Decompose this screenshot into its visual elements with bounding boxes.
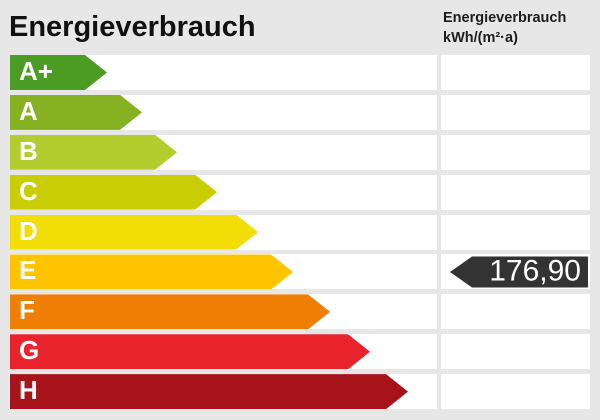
rating-arrow-E: E: [10, 254, 293, 289]
rating-letter: H: [19, 375, 38, 406]
rating-letter: A: [19, 95, 38, 126]
value-column: 176,90: [441, 55, 590, 410]
value-cell-F: [441, 294, 590, 330]
rating-arrow-C: C: [10, 175, 217, 210]
rating-letter: B: [19, 135, 38, 166]
rating-letter: G: [19, 335, 40, 366]
rating-letter: C: [19, 175, 38, 206]
scale-row-E: E: [10, 254, 437, 290]
scale-row-H: H: [10, 374, 437, 410]
value-cell-A: [441, 94, 590, 130]
scale-row-A+: A+: [10, 55, 437, 90]
value-cell-C: [441, 174, 590, 210]
scale-row-F: F: [10, 294, 437, 330]
rating-arrow-D: D: [10, 215, 258, 250]
value-badge: 176,90: [450, 254, 588, 288]
rating-scale: A+ A B C D E F G H: [10, 55, 437, 410]
rating-arrow-H: H: [10, 374, 408, 409]
rating-arrow-B: B: [10, 135, 177, 170]
rating-letter: F: [19, 295, 35, 326]
scale-row-B: B: [10, 134, 437, 170]
rating-letter: E: [19, 255, 37, 286]
value-cell-E: 176,90: [441, 254, 590, 290]
value-cell-G: [441, 334, 590, 370]
rating-letter: A+: [19, 56, 53, 86]
scale-row-C: C: [10, 174, 437, 210]
value-cell-B: [441, 134, 590, 170]
value-text: 176,90: [489, 254, 581, 288]
page-title: Energieverbrauch: [9, 11, 256, 43]
rating-arrow-A: A: [10, 95, 142, 130]
unit-header-unit: kWh/(m²·a): [443, 30, 518, 46]
value-cell-A+: [441, 55, 590, 90]
unit-header-title: Energieverbrauch: [443, 10, 567, 26]
scale-row-G: G: [10, 334, 437, 370]
unit-header: Energieverbrauch kWh/(m²·a): [443, 8, 566, 48]
rating-arrow-F: F: [10, 294, 330, 329]
scale-row-D: D: [10, 214, 437, 250]
scale-row-A: A: [10, 94, 437, 130]
rating-arrow-A+: A+: [10, 55, 107, 90]
value-cell-D: [441, 214, 590, 250]
value-cell-H: [441, 374, 590, 410]
rating-arrow-G: G: [10, 334, 370, 369]
rating-letter: D: [19, 215, 38, 246]
